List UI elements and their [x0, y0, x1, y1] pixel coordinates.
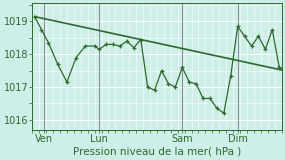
X-axis label: Pression niveau de la mer( hPa ): Pression niveau de la mer( hPa ) [73, 147, 241, 156]
